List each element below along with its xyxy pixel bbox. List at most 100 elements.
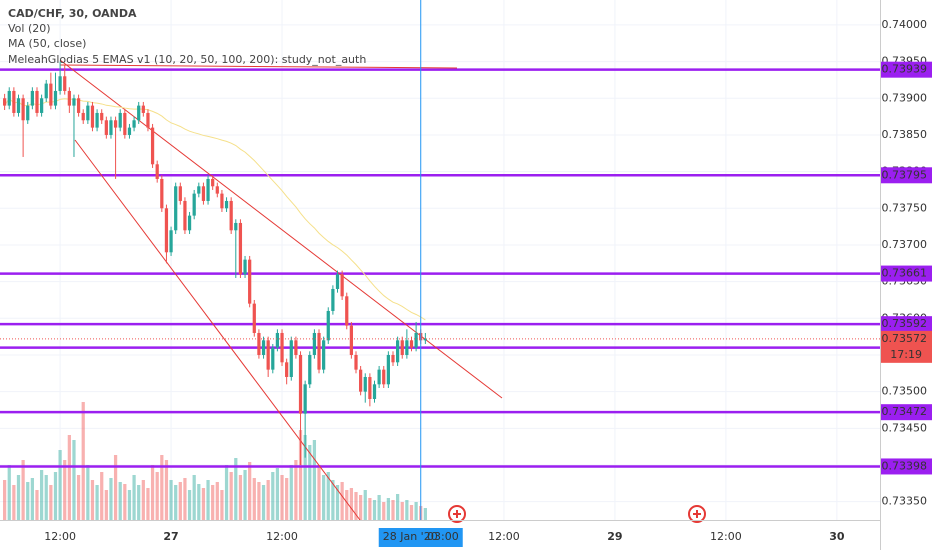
- candle-body: [317, 332, 321, 370]
- volume-bar: [72, 440, 76, 520]
- volume-bar: [326, 472, 330, 520]
- candle-body: [229, 200, 233, 231]
- candle-body: [53, 90, 58, 106]
- candle-body: [308, 354, 312, 385]
- y-tick-label: 0.73450: [882, 421, 928, 434]
- candle-body: [294, 340, 298, 355]
- x-tick-label: 29: [607, 530, 622, 543]
- volume-bar: [26, 482, 30, 520]
- candle-body: [16, 98, 21, 113]
- event-icon[interactable]: [688, 505, 706, 523]
- candle-body: [137, 105, 141, 121]
- trend-line: [59, 64, 458, 69]
- candle-body: [266, 340, 270, 370]
- volume-bar: [30, 478, 34, 520]
- volume-bar: [169, 480, 173, 520]
- y-tick-label: 0.73750: [882, 201, 928, 214]
- volume-bar: [409, 505, 414, 520]
- candle-body: [345, 296, 349, 326]
- candle-body: [405, 340, 409, 355]
- volume-bar: [109, 478, 113, 520]
- event-icon[interactable]: [448, 505, 466, 523]
- volume-bar: [53, 472, 58, 520]
- volume-bar: [113, 455, 118, 520]
- candle-body: [257, 332, 261, 355]
- candle-body: [243, 259, 247, 275]
- candle-body: [127, 127, 132, 135]
- volume-bar: [275, 468, 280, 520]
- trend-line: [74, 139, 361, 521]
- volume-bar: [261, 485, 266, 520]
- candle-body: [35, 90, 39, 113]
- level-label-bg: [881, 61, 932, 78]
- volume-bar: [16, 475, 21, 520]
- candle-body: [224, 200, 229, 209]
- candle-body: [400, 340, 404, 355]
- volume-bar: [243, 470, 247, 520]
- volume-bar: [396, 494, 400, 520]
- candle-body: [363, 376, 367, 392]
- candle-body: [312, 332, 317, 355]
- volume-bar: [220, 490, 224, 520]
- candle-body: [298, 354, 303, 414]
- volume-bar: [294, 460, 298, 520]
- candle-body: [7, 90, 11, 106]
- volume-bar: [44, 475, 48, 520]
- countdown-label: 17:19: [890, 348, 922, 361]
- volume-bar: [141, 480, 145, 520]
- volume-bar: [211, 485, 215, 520]
- candle-body: [354, 354, 358, 370]
- volume-bar: [359, 495, 363, 520]
- y-tick-label: 0.73700: [882, 238, 928, 251]
- x-tick-label: 12:00: [44, 530, 76, 543]
- candle-body: [271, 347, 275, 370]
- candle-body: [169, 230, 173, 253]
- candle-body: [285, 362, 289, 377]
- candle-body: [81, 112, 85, 121]
- volume-bar: [35, 490, 39, 520]
- volume-bar: [174, 485, 178, 520]
- volume-bar: [67, 435, 71, 520]
- volume-bar: [86, 465, 90, 520]
- volume-bar: [95, 485, 99, 520]
- candle-body: [275, 332, 280, 348]
- candle-body: [150, 127, 155, 165]
- candle-body: [118, 112, 122, 128]
- volume-bar: [104, 490, 108, 520]
- volume-bar: [63, 460, 67, 520]
- volume-bar: [405, 500, 409, 520]
- candle-body: [331, 288, 335, 311]
- candle-body: [335, 274, 340, 289]
- legend-item: MA (50, close): [8, 37, 86, 50]
- volume-bar: [377, 495, 381, 520]
- volume-bar: [58, 450, 62, 520]
- x-tick-label: 30: [829, 530, 845, 543]
- volume-bar: [215, 482, 219, 520]
- candle-body: [26, 105, 30, 121]
- candle-body: [183, 200, 187, 231]
- volume-bar: [187, 490, 192, 520]
- trend-line: [59, 59, 503, 399]
- volume-bar: [118, 482, 122, 520]
- volume-bar: [201, 488, 206, 520]
- x-tick-label: 12:00: [710, 530, 742, 543]
- candle-body: [21, 98, 25, 121]
- candle-body: [261, 340, 266, 355]
- volume-bar: [266, 480, 270, 520]
- volume-bar: [183, 478, 187, 520]
- volume-bar: [372, 500, 377, 520]
- candle-body: [382, 369, 386, 385]
- legend-item: MeleahGlodias 5 EMAS v1 (10, 20, 50, 100…: [8, 53, 366, 66]
- last-price-label: 0.73572: [882, 332, 928, 345]
- volume-bar: [229, 472, 233, 520]
- level-label: 0.73661: [882, 267, 928, 280]
- level-label: 0.73795: [882, 168, 928, 181]
- volume-bar: [3, 480, 7, 520]
- volume-bar: [386, 498, 390, 520]
- level-label: 0.73939: [882, 63, 928, 76]
- candle-body: [234, 222, 238, 231]
- y-tick-label: 0.74000: [882, 18, 928, 31]
- volume-bar: [382, 502, 386, 520]
